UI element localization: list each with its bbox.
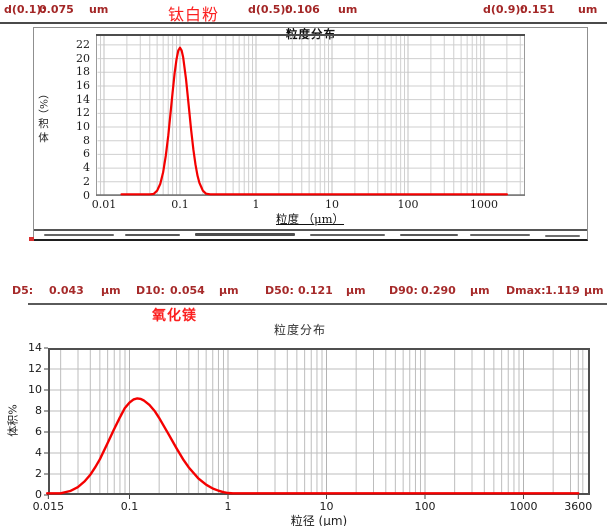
y-tick-label: 8: [83, 133, 90, 147]
psd-stat-value: 1.119: [545, 284, 580, 297]
x-tick-label: 1: [252, 198, 260, 211]
x-tick-label: 100: [414, 500, 436, 513]
y-tick-label: 22: [76, 37, 90, 51]
cropped-text-smudge: [470, 234, 530, 236]
y-tick-label: 8: [35, 403, 42, 417]
x-tick-label: 3600: [564, 500, 593, 513]
cropped-text-smudge: [545, 234, 580, 237]
x-tick-label: 10: [319, 500, 334, 513]
chart-title: 粒度分布: [273, 323, 326, 337]
sample-name-top: 钛白粉: [168, 5, 220, 24]
psd-stat-label: D10:: [136, 284, 165, 297]
psd-stat-label: d(0.9):: [483, 3, 525, 16]
y-tick-label: 4: [35, 445, 42, 459]
cropped-text-smudge: [195, 233, 295, 236]
separator-line: [28, 302, 607, 305]
psd-stat-value: 0.054: [170, 284, 205, 297]
y-tick-label: 14: [76, 92, 90, 106]
x-axis-label: 粒度 （μm）: [275, 212, 345, 226]
distribution-curve: [120, 46, 508, 196]
psd-stat-label: D50:: [265, 284, 294, 297]
y-tick-label: 6: [83, 147, 90, 161]
separator-line: [0, 21, 607, 24]
y-tick-label: 10: [76, 120, 90, 134]
y-tick-label: 2: [83, 174, 90, 188]
cropped-text-smudge: [44, 234, 114, 236]
y-tick-label: 18: [76, 65, 90, 79]
distribution-curve: [45, 396, 580, 495]
red-artifact-mark: [29, 237, 34, 241]
y-tick-label: 12: [28, 361, 42, 375]
psd-stat-unit: μm: [346, 284, 366, 297]
psd-stat-value: 0.290: [421, 284, 456, 297]
x-tick-label: 0.1: [171, 198, 189, 211]
psd-stat-unit: μm: [219, 284, 239, 297]
psd-stat-unit: um: [89, 3, 109, 16]
y-tick-label: 0: [83, 188, 90, 202]
y-tick-label: 6: [35, 424, 42, 438]
psd-stat-value: 0.106: [285, 3, 320, 16]
y-tick-label: 10: [28, 382, 42, 396]
psd-stat-unit: μm: [584, 284, 604, 297]
x-axis-label: 粒径 (μm): [290, 514, 348, 526]
cropped-text-smudge: [125, 233, 180, 236]
y-tick-label: 4: [83, 161, 90, 175]
psd-stat-value: 0.075: [39, 3, 74, 16]
x-tick-label: 10: [325, 198, 339, 211]
x-tick-label: 1: [224, 500, 232, 513]
psd-stat-value: 0.151: [520, 3, 555, 16]
cropped-text-smudge: [400, 233, 458, 236]
y-axis-label: 体积%: [6, 404, 20, 437]
psd-stat-label: d(0.1):: [4, 3, 46, 16]
y-tick-label: 20: [76, 51, 90, 65]
psd-stat-unit: um: [578, 3, 598, 16]
x-tick-label: 0.1: [120, 500, 139, 513]
y-tick-label: 2: [35, 466, 42, 480]
psd-stat-unit: um: [338, 3, 358, 16]
x-tick-label: 1000: [509, 500, 538, 513]
psd-stat-label: Dmax:: [506, 284, 546, 297]
plot-area-bottom: [44, 347, 590, 499]
sample-name-bottom: 氧化镁: [152, 308, 197, 324]
y-axis-label: （%）积体: [36, 88, 51, 145]
frame-inner-line: [34, 229, 587, 231]
y-tick-label: 12: [76, 106, 90, 120]
psd-stat-value: 0.121: [298, 284, 333, 297]
y-axis-label-char: 积: [38, 118, 49, 130]
y-tick-label: 16: [76, 78, 90, 92]
x-tick-label: 100: [397, 198, 419, 211]
plot-area-top: [96, 34, 525, 196]
x-tick-label: 0.015: [32, 500, 65, 513]
y-tick-label: 14: [28, 340, 42, 354]
cropped-text-smudge: [310, 234, 385, 236]
y-axis-label-unit: （%）: [38, 88, 50, 120]
psd-stat-unit: μm: [101, 284, 121, 297]
psd-stat-label: D90:: [389, 284, 418, 297]
psd-stat-unit: μm: [470, 284, 490, 297]
x-tick-label: 1000: [470, 198, 498, 211]
chart-frame: [33, 27, 588, 241]
psd-stat-label: d(0.5):: [248, 3, 290, 16]
x-tick-label: 0.01: [91, 198, 117, 211]
y-axis-label-char: 体: [38, 132, 49, 144]
psd-stat-label: D5:: [12, 284, 34, 297]
psd-stat-value: 0.043: [49, 284, 84, 297]
y-tick-label: 0: [35, 487, 42, 501]
